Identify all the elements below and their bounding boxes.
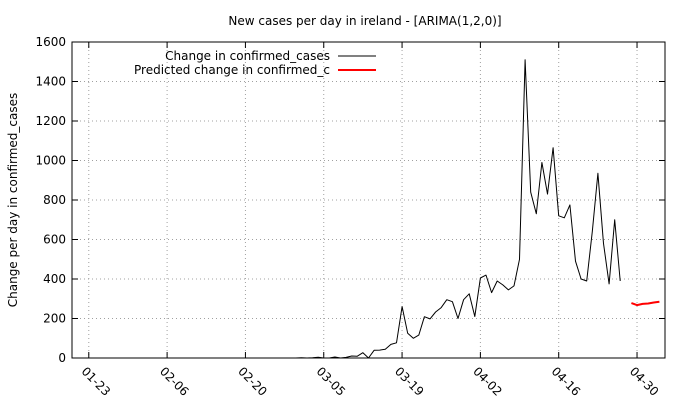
y-tick-label: 400 xyxy=(43,272,66,286)
series-line-confirmed xyxy=(83,59,621,359)
legend-label-predicted: Predicted change in confirmed_c xyxy=(134,63,330,77)
y-tick-label: 200 xyxy=(43,312,66,326)
legend-label-confirmed: Change in confirmed_cases xyxy=(165,49,330,63)
y-tick-label: 1000 xyxy=(35,154,66,168)
y-tick-label: 600 xyxy=(43,233,66,247)
y-tick-label: 1600 xyxy=(35,35,66,49)
y-tick-label: 1200 xyxy=(35,114,66,128)
chart-title: New cases per day in ireland - [ARIMA(1,… xyxy=(228,14,501,28)
series-line-predicted xyxy=(631,300,660,307)
y-tick-label: 1400 xyxy=(35,75,66,89)
y-tick-label: 0 xyxy=(58,351,66,365)
y-axis-label: Change per day in confirmed_cases xyxy=(6,93,20,308)
y-tick-label: 800 xyxy=(43,193,66,207)
grid xyxy=(72,42,665,358)
series-lines xyxy=(83,59,660,359)
